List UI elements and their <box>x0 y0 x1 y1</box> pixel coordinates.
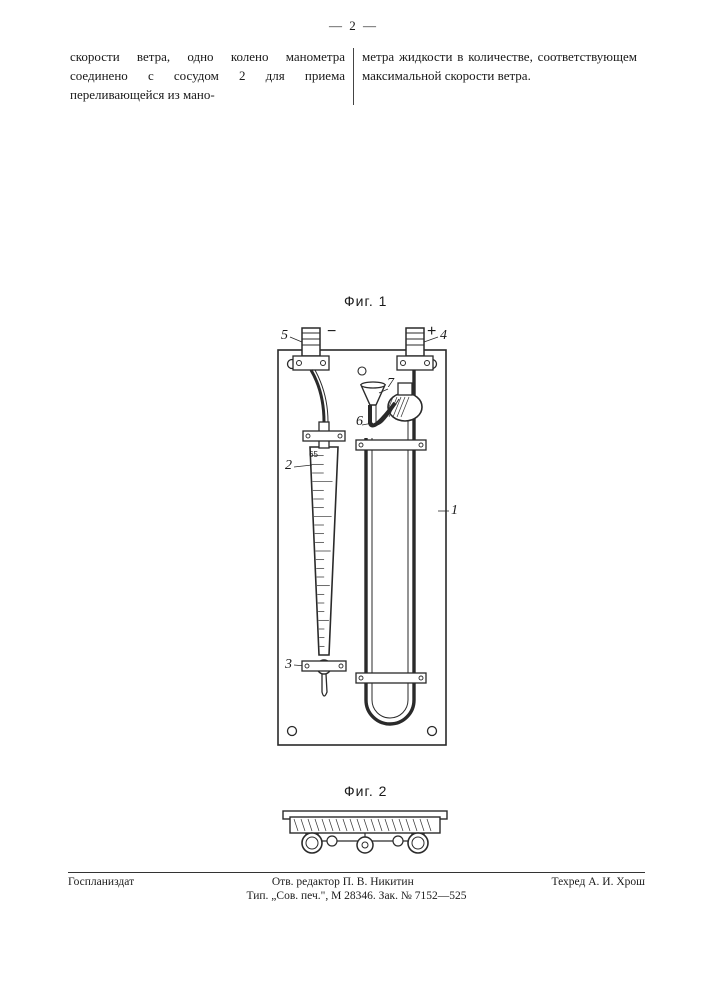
svg-text:65: 65 <box>309 450 318 459</box>
footer-imprint: Тип. „Сов. печ.", М 28346. Зак. № 7152—5… <box>68 890 645 902</box>
body-text: скорости ветра, одно колено мано­метра с… <box>0 48 707 105</box>
text-col-right: метра жидкости в количестве, соот­ветств… <box>354 48 637 105</box>
page-number: — 2 — <box>0 0 707 48</box>
fig1-label: Фиг. 1 <box>344 293 387 309</box>
text-col-left: скорости ветра, одно колено мано­метра с… <box>70 48 354 105</box>
minus-sign: − <box>327 323 336 341</box>
fig2-label: Фиг. 2 <box>344 783 387 799</box>
plus-sign: + <box>427 323 436 341</box>
figure-svg: 65 <box>0 145 707 875</box>
callout-1: 1 <box>451 503 458 519</box>
footer-techred: Техред А. И. Хрош <box>552 876 646 888</box>
callout-3: 3 <box>285 657 292 673</box>
callout-7: 7 <box>387 376 394 392</box>
callout-5: 5 <box>281 328 288 344</box>
callout-4: 4 <box>440 328 447 344</box>
footer: Госпланиздат Отв. редактор П. В. Никитин… <box>68 872 645 902</box>
footer-editor: Отв. редактор П. В. Никитин <box>134 876 551 888</box>
footer-publisher: Госпланиздат <box>68 876 134 888</box>
callout-2: 2 <box>285 458 292 474</box>
figures-area: Фиг. 1 − + 5 4 7 6 2 1 3 65 Фиг. 2 <box>0 145 707 825</box>
callout-6: 6 <box>356 414 363 430</box>
